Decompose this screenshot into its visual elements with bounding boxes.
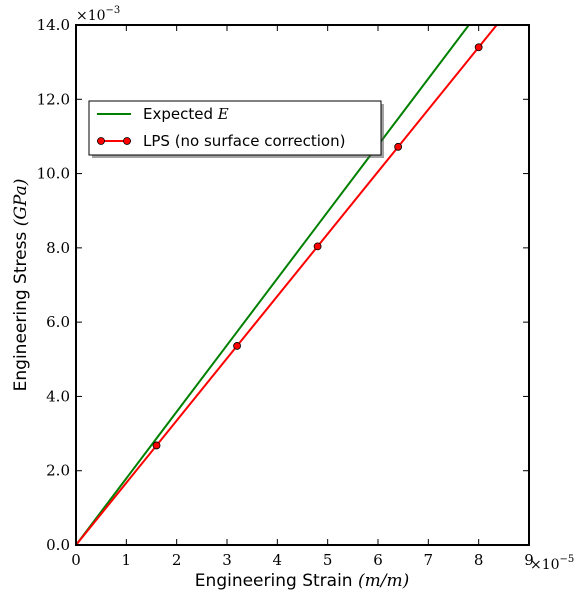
y-tick-label: 4.0 bbox=[46, 387, 70, 405]
y-tick-label: 8.0 bbox=[46, 239, 70, 257]
x-tick-label: 7 bbox=[424, 551, 434, 569]
legend-label-expected: Expected E bbox=[143, 105, 229, 123]
plot-frame bbox=[75, 24, 530, 546]
y-offset-label: ×10−3 bbox=[76, 5, 120, 24]
legend-label-lps: LPS (no surface correction) bbox=[143, 132, 345, 150]
series-layer bbox=[76, 25, 498, 545]
series-line-0 bbox=[76, 25, 471, 545]
x-tick-label: 9 bbox=[524, 551, 534, 569]
legend-marker-lps-right bbox=[123, 137, 131, 145]
series-1-point bbox=[152, 441, 161, 450]
marker-layer bbox=[152, 43, 483, 450]
series-1-point bbox=[394, 142, 403, 151]
x-tick-label: 1 bbox=[122, 551, 132, 569]
y-tick-label: 2.0 bbox=[46, 462, 70, 480]
x-tick-label: 2 bbox=[172, 551, 182, 569]
series-1-point bbox=[233, 342, 241, 350]
x-tick-label: 0 bbox=[71, 551, 81, 569]
x-tick-label: 3 bbox=[222, 551, 232, 569]
legend-box bbox=[88, 100, 382, 156]
x-tick-label: 5 bbox=[323, 551, 333, 569]
x-offset-label: ×10−5 bbox=[530, 554, 574, 573]
x-axis-label: Engineering Strain (m/m) bbox=[195, 571, 409, 591]
x-tick-label: 6 bbox=[373, 551, 383, 569]
legend-marker-lps-left bbox=[97, 137, 105, 145]
legend: Expected E LPS (no surface correction) bbox=[88, 100, 384, 158]
series-1-point bbox=[474, 43, 483, 52]
y-tick-label: 0.0 bbox=[46, 536, 70, 554]
ticks-layer: 0 1 2 3 4 5 6 7 8 9 0.0 2.0 4.0 6.0 8.0 10.0 12.0 14.0 bbox=[37, 16, 534, 569]
y-tick-label: 6.0 bbox=[46, 313, 70, 331]
series-1-point bbox=[313, 242, 322, 251]
y-tick-label: 10.0 bbox=[37, 165, 70, 183]
x-tick-label: 4 bbox=[273, 551, 283, 569]
y-tick-label: 12.0 bbox=[37, 90, 70, 108]
series-line-1 bbox=[76, 25, 498, 545]
y-tick-label: 14.0 bbox=[37, 16, 70, 34]
y-axis-label: Engineering Stress (GPa) bbox=[11, 179, 31, 392]
x-tick-label: 8 bbox=[474, 551, 484, 569]
